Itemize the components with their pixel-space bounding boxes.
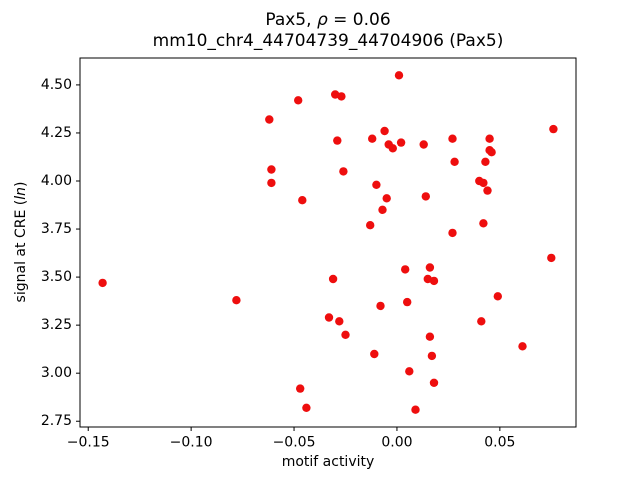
- title-rho-symbol: ρ: [317, 10, 328, 30]
- data-point: [429, 276, 439, 286]
- x-tick-label: 0.05: [484, 435, 515, 451]
- y-tick-label: 4.00: [41, 173, 72, 189]
- data-point: [335, 317, 344, 326]
- x-tick-label: 0.00: [381, 435, 412, 451]
- y-axis-label: signal at CRE (ln): [13, 182, 29, 303]
- data-point: [388, 144, 397, 153]
- data-point: [370, 349, 379, 359]
- data-point: [378, 205, 387, 214]
- data-point: [421, 192, 430, 201]
- data-point: [547, 253, 556, 263]
- y-tick-label: 4.25: [41, 125, 72, 141]
- data-point: [302, 403, 311, 412]
- y-label-suffix: ): [13, 182, 29, 187]
- title-prefix: Pax5,: [265, 10, 317, 30]
- data-point: [366, 221, 375, 230]
- data-point: [411, 405, 420, 414]
- data-point: [483, 186, 492, 195]
- data-point: [448, 134, 457, 143]
- data-point: [450, 157, 459, 166]
- data-point: [485, 134, 494, 143]
- data-point: [419, 140, 428, 149]
- data-point: [427, 351, 437, 361]
- data-point: [401, 265, 410, 274]
- y-tick-label: 4.50: [41, 77, 72, 93]
- data-point: [382, 194, 391, 203]
- x-axis-ticks: −0.15 −0.10 −0.05 0.00 0.05: [67, 427, 515, 451]
- y-label-ln: ln: [13, 187, 29, 200]
- data-point: [267, 178, 276, 188]
- data-point: [405, 367, 414, 376]
- data-point: [376, 301, 385, 311]
- data-point: [481, 157, 490, 166]
- data-point: [380, 126, 389, 136]
- data-point: [294, 96, 303, 105]
- data-point: [487, 148, 496, 157]
- data-point: [98, 278, 107, 288]
- plot-area: [80, 58, 576, 427]
- x-tick-label: −0.10: [170, 435, 213, 451]
- data-point: [396, 138, 406, 147]
- chart-title: Pax5, ρ = 0.06: [265, 10, 390, 30]
- y-label-prefix: signal at CRE (: [13, 200, 29, 303]
- data-point: [333, 136, 342, 145]
- chart-subtitle: mm10_chr4_44704739_44704906 (Pax5): [153, 31, 504, 51]
- data-point: [337, 92, 346, 101]
- data-point: [368, 134, 377, 143]
- data-point: [425, 332, 435, 341]
- data-point: [296, 384, 305, 393]
- data-point: [232, 296, 241, 305]
- x-tick-label: −0.15: [67, 435, 110, 451]
- data-point: [429, 378, 439, 387]
- data-point: [341, 330, 350, 339]
- y-tick-label: 3.00: [41, 365, 72, 381]
- data-point: [477, 317, 486, 326]
- data-point: [479, 219, 488, 228]
- data-point: [448, 228, 457, 238]
- x-axis-label: motif activity: [282, 454, 375, 470]
- y-tick-label: 3.25: [41, 317, 72, 333]
- data-point: [493, 292, 502, 301]
- title-suffix: = 0.06: [328, 10, 391, 30]
- data-point: [425, 263, 435, 272]
- data-point: [328, 274, 338, 284]
- y-tick-label: 3.50: [41, 269, 72, 285]
- axes-spines: [79, 57, 577, 428]
- y-tick-label: 3.75: [41, 221, 72, 237]
- data-point: [394, 71, 404, 80]
- y-axis-ticks: 2.75 3.00 3.25 3.50 3.75 4.00 4.25 4.50: [41, 77, 80, 429]
- data-point: [298, 196, 307, 205]
- data-point: [518, 342, 527, 351]
- x-tick-label: −0.05: [273, 435, 316, 451]
- data-point: [403, 297, 412, 307]
- data-point: [372, 180, 381, 189]
- data-point: [265, 115, 274, 124]
- data-point: [267, 165, 276, 174]
- y-tick-label: 2.75: [41, 413, 72, 429]
- data-point: [324, 313, 334, 322]
- data-point: [339, 167, 348, 176]
- data-point: [549, 124, 558, 134]
- data-point: [479, 178, 488, 188]
- scatter-points: [98, 71, 558, 414]
